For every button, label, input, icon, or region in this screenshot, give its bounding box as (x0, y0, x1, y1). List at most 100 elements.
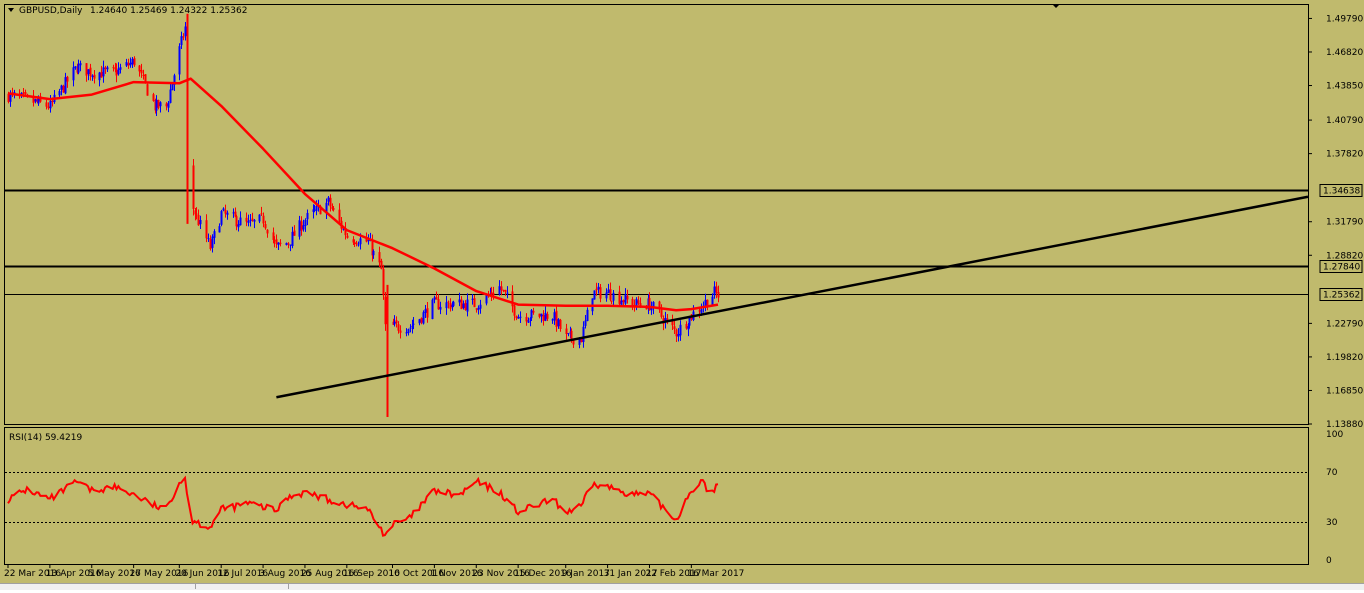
bull-candle (713, 286, 716, 296)
rsi-pane (4, 427, 1309, 565)
bear-candle (100, 71, 103, 78)
bull-candle (586, 309, 589, 322)
price-pane (4, 4, 1309, 425)
bear-candle (319, 206, 322, 215)
bear-candle (165, 103, 168, 107)
bull-candle (315, 205, 318, 211)
bear-candle (490, 291, 493, 295)
chevron-down-icon[interactable] (8, 8, 14, 12)
price-tick-label: 1.37820 (1326, 150, 1363, 160)
bear-candle (275, 239, 278, 244)
bull-candle (213, 231, 216, 238)
bear-candle (380, 260, 383, 270)
level-price-box (1319, 288, 1363, 301)
bottom-tab-divider[interactable] (195, 583, 196, 589)
bull-candle (597, 286, 600, 290)
shift-marker-icon[interactable] (1052, 4, 1060, 8)
price-tick-label: 1.22790 (1326, 319, 1363, 329)
bear-candle (622, 300, 625, 303)
bull-candle (167, 102, 170, 108)
bear-candle (7, 93, 10, 102)
bear-candle (355, 242, 358, 245)
date-tick-label: 15 Dec 2016 (514, 569, 572, 579)
bear-candle (273, 240, 276, 242)
bull-candle (393, 321, 396, 325)
bull-candle (74, 66, 77, 69)
bull-candle (479, 304, 482, 309)
rsi-tick-label: 70 (1326, 468, 1338, 478)
bear-candle (22, 92, 25, 94)
bear-candle (685, 324, 688, 329)
price-tick-label: 1.13880 (1326, 420, 1363, 430)
bull-candle (72, 67, 75, 81)
bear-candle (502, 289, 505, 291)
rsi-axis: 100 70 30 0 (5, 430, 1343, 566)
date-tick-label: 22 Feb 2017 (645, 569, 701, 579)
bull-candle (79, 63, 82, 66)
bull-candle (226, 212, 229, 215)
bull-candle (527, 320, 530, 323)
bull-candle (129, 62, 132, 66)
bear-candle (205, 220, 208, 239)
price-tick-label: 1.49790 (1326, 14, 1363, 24)
bear-candle (114, 67, 117, 70)
bear-candle (152, 94, 155, 101)
bull-candle (87, 69, 90, 75)
bull-candle (405, 332, 408, 334)
bull-candle (313, 209, 316, 211)
bull-candle (155, 99, 158, 111)
bull-candle (131, 58, 134, 65)
bull-candle (540, 313, 543, 317)
bull-candle (327, 197, 330, 202)
bull-candle (117, 68, 120, 75)
bull-candle (60, 85, 63, 90)
bull-candle (412, 323, 415, 325)
bear-candle (426, 308, 429, 318)
bear-candle (420, 318, 423, 323)
date-tick-label: 5 May 2016 (88, 569, 141, 579)
bull-candle (407, 329, 410, 333)
bear-candle (626, 295, 629, 300)
bear-candle (235, 216, 238, 227)
bear-candle (209, 239, 212, 250)
bear-candle (266, 229, 269, 234)
bear-candle (329, 197, 332, 207)
bull-candle (700, 309, 703, 314)
bull-candle (557, 319, 560, 327)
bear-candle (637, 300, 640, 304)
bull-candle (220, 211, 223, 225)
bull-candle (325, 202, 328, 214)
rsi-tick-label: 0 (1326, 556, 1332, 566)
bottom-tab-divider[interactable] (288, 583, 289, 589)
bear-candle (352, 239, 355, 243)
bear-candle (251, 218, 254, 221)
bull-candle (173, 75, 176, 85)
bull-candle (119, 67, 122, 70)
bull-candle (247, 220, 250, 223)
bull-candle (342, 228, 345, 230)
bear-candle (555, 310, 558, 327)
bear-candle (500, 286, 503, 291)
bull-candle (58, 91, 61, 96)
bear-candle (399, 330, 402, 333)
bear-candle (127, 63, 130, 66)
bull-candle (679, 324, 682, 336)
date-tick-label: 3 Aug 2016 (259, 569, 311, 579)
bull-candle (106, 67, 109, 70)
bear-candle (194, 210, 197, 215)
bear-candle (293, 230, 296, 236)
bull-candle (199, 219, 202, 225)
support-trendline (276, 195, 1309, 399)
bear-candle (648, 298, 651, 310)
bull-candle (711, 296, 714, 307)
bull-candle (291, 231, 294, 247)
bull-candle (519, 316, 522, 318)
price-axis: 1.49790 1.46820 1.43850 1.40790 1.37820 1.317… (1308, 14, 1363, 430)
bear-candle (264, 224, 267, 229)
bear-candle (559, 319, 562, 329)
bull-candle (304, 219, 307, 226)
bear-candle (382, 269, 385, 296)
bear-candle (45, 102, 48, 107)
bear-candle (473, 298, 476, 308)
